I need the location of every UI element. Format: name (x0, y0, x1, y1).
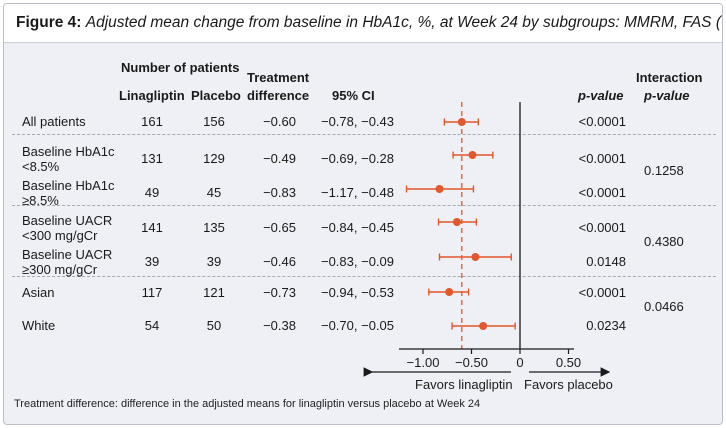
interaction-pvalue: 0.0466 (644, 299, 684, 314)
figure-title: Figure 4: Adjusted mean change from base… (16, 14, 723, 32)
linagliptin-count: 117 (141, 285, 163, 300)
row-label-sub: <8.5% (22, 159, 60, 174)
p-value: <0.0001 (578, 114, 626, 129)
p-value: <0.0001 (578, 285, 626, 300)
linagliptin-count: 54 (144, 318, 160, 333)
placebo-count: 39 (206, 254, 222, 269)
row-label-sub: ≥8.5% (22, 193, 59, 208)
header-interaction-pvalue: p-value (644, 88, 690, 103)
separator (12, 205, 716, 206)
treatment-difference: −0.38 (263, 318, 296, 333)
figure-caption: Adjusted mean change from baseline in Hb… (85, 14, 723, 31)
p-value: 0.0234 (586, 318, 626, 333)
point-estimate (445, 288, 454, 296)
figure-label: Figure 4: (16, 14, 82, 31)
forest-plot: −1.00 −0.50 0 0.50 (363, 102, 611, 377)
treatment-difference: −0.83 (263, 185, 296, 200)
row-label: All patients (22, 114, 86, 129)
confidence-interval: −0.70, −0.05 (320, 318, 394, 333)
linagliptin-count: 141 (141, 220, 163, 235)
separator (12, 134, 716, 135)
confidence-interval: −1.17, −0.48 (320, 185, 394, 200)
treatment-difference: −0.60 (263, 114, 296, 129)
confidence-interval: −0.83, −0.09 (320, 254, 394, 269)
header-interaction: Interaction (636, 70, 703, 85)
placebo-count: 129 (203, 151, 225, 166)
placebo-count: 121 (203, 285, 225, 300)
header-difference: difference (247, 88, 310, 103)
treatment-difference: −0.46 (263, 254, 296, 269)
confidence-interval: −0.78, −0.43 (320, 114, 394, 129)
row-label-sub: ≥300 mg/gCr (22, 262, 98, 277)
placebo-count: 50 (206, 318, 222, 333)
point-estimate (457, 118, 466, 126)
favors-linagliptin-label: Favors linagliptin (415, 377, 513, 392)
linagliptin-count: 49 (144, 185, 160, 200)
point-estimate (435, 185, 444, 193)
header-placebo: Placebo (191, 88, 241, 103)
confidence-interval: −0.69, −0.28 (320, 151, 394, 166)
header-ci: 95% CI (332, 88, 375, 103)
confidence-interval: −0.94, −0.53 (320, 285, 394, 300)
p-value: <0.0001 (578, 151, 626, 166)
row-label: Baseline HbA1c (22, 178, 115, 193)
placebo-count: 156 (203, 114, 225, 129)
point-estimate (468, 151, 477, 159)
row-label: Baseline UACR (22, 213, 113, 228)
figure-title-bar: Figure 4: Adjusted mean change from base… (4, 4, 722, 43)
interaction-pvalue: 0.4380 (644, 234, 684, 249)
row-label: Baseline HbA1c (22, 144, 115, 159)
figure-frame: Figure 4: Adjusted mean change from base… (3, 3, 723, 425)
favors-placebo-label: Favors placebo (524, 377, 613, 392)
row-label-sub: <300 mg/gCr (22, 228, 98, 243)
separator (12, 276, 716, 277)
x-tick-label: −1.00 (407, 355, 440, 370)
treatment-difference: −0.65 (263, 220, 296, 235)
header-treatment: Treatment (247, 70, 310, 85)
row-label: Asian (22, 285, 55, 300)
x-tick-label: 0 (516, 355, 523, 370)
point-estimate (452, 218, 461, 226)
p-value: <0.0001 (578, 220, 626, 235)
confidence-interval: −0.84, −0.45 (320, 220, 394, 235)
interaction-pvalue: 0.1258 (644, 163, 684, 178)
header-linagliptin: Linagliptin (119, 88, 185, 103)
row-label: White (22, 318, 56, 333)
footnote: Treatment difference: difference in the … (14, 398, 481, 410)
placebo-count: 135 (203, 220, 225, 235)
x-tick-label: 0.50 (556, 355, 581, 370)
point-estimate (479, 322, 488, 330)
placebo-count: 45 (206, 185, 222, 200)
linagliptin-count: 161 (141, 114, 163, 129)
p-value: <0.0001 (578, 185, 626, 200)
header-pvalue: p-value (578, 88, 624, 103)
header-number-of-patients: Number of patients (121, 60, 240, 75)
linagliptin-count: 131 (141, 151, 163, 166)
treatment-difference: −0.49 (263, 151, 296, 166)
treatment-difference: −0.73 (263, 285, 296, 300)
x-tick-label: −0.50 (455, 355, 488, 370)
row-label: Baseline UACR (22, 247, 113, 262)
p-value: 0.0148 (586, 254, 626, 269)
point-estimate (471, 253, 480, 261)
linagliptin-count: 39 (144, 254, 160, 269)
